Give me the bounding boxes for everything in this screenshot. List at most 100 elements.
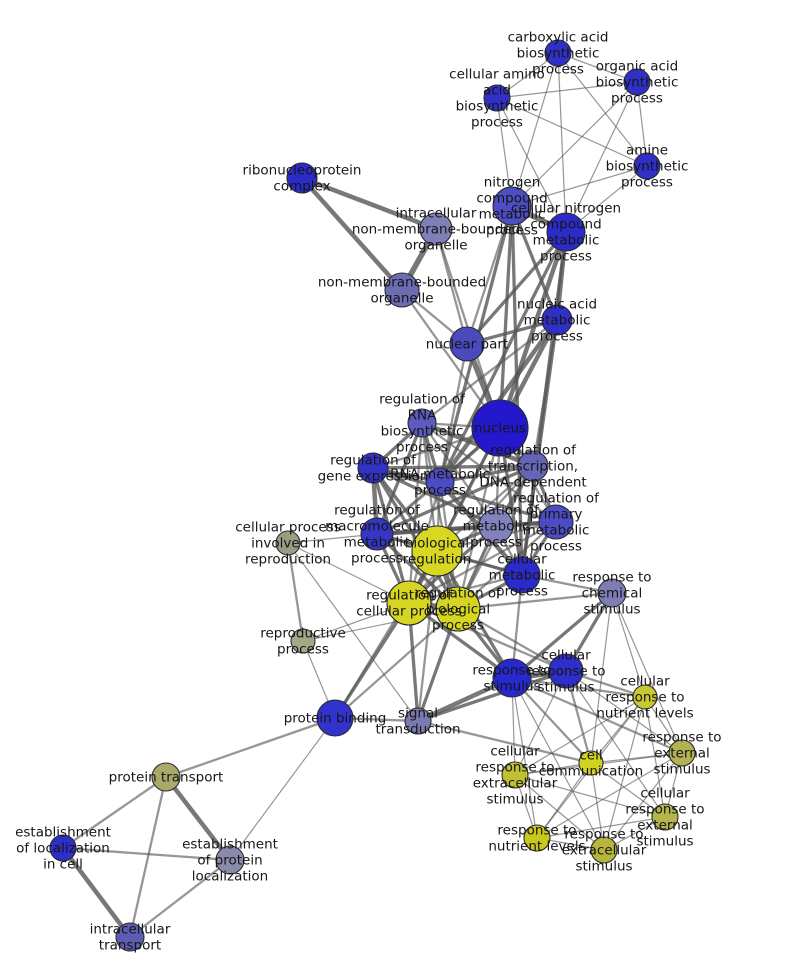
node-nuclear-part[interactable] bbox=[449, 326, 485, 362]
node-cellular-nitrogen-compound-metabolic-process[interactable] bbox=[546, 212, 586, 252]
edge-protein-transport--establishment-of-protein-localization bbox=[163, 774, 233, 863]
node-carboxylic-acid-biosynthetic-process[interactable] bbox=[544, 39, 572, 67]
edge-regulation-of-gene-expression--regulation-of-transcription-dna-dependent bbox=[371, 464, 535, 470]
node-regulation-of-rna-biosynthetic-process[interactable] bbox=[407, 408, 437, 438]
edge-protein-transport--intracellular-transport bbox=[128, 775, 168, 939]
edge-cellular-process-involved-in-reproduction--reproductive-process bbox=[286, 541, 305, 643]
node-cell-communication[interactable] bbox=[578, 750, 604, 776]
node-cellular-response-to-stimulus[interactable] bbox=[548, 653, 584, 689]
node-response-to-extracellular-stimulus[interactable] bbox=[590, 836, 618, 864]
node-establishment-of-localization-in-cell[interactable] bbox=[49, 834, 77, 862]
node-organic-acid-biosynthetic-process[interactable] bbox=[623, 68, 651, 96]
node-nucleic-acid-metabolic-process[interactable] bbox=[541, 304, 573, 336]
edge-regulation-of-rna-biosynthetic-process--regulation-of-cellular-process bbox=[407, 421, 424, 605]
edge-regulation-of-transcription-dna-dependent--regulation-of-macromolecule-metabolic-process bbox=[375, 464, 535, 536]
edge-cell-communication--response-to-nutrient-levels bbox=[536, 762, 592, 839]
edge-response-to-nutrient-levels--cellular-response-to-external-stimulus bbox=[536, 816, 666, 839]
node-signal-transduction[interactable] bbox=[404, 707, 432, 735]
edge-ribonucleoprotein-complex--intracellular-non-membrane-bounded-organelle bbox=[299, 175, 439, 232]
edge-response-to-stimulus--response-to-nutrient-levels bbox=[511, 677, 538, 839]
edge-cellular-response-to-stimulus--response-to-external-stimulus bbox=[565, 670, 683, 754]
node-reproductive-process[interactable] bbox=[290, 628, 316, 654]
node-regulation-of-macromolecule-metabolic-process[interactable] bbox=[360, 517, 394, 551]
edge-signal-transduction--cell-communication bbox=[416, 719, 593, 765]
edge-organic-acid-biosynthetic-process--cellular-nitrogen-compound-metabolic-process bbox=[565, 81, 638, 233]
node-rna-metabolic-process[interactable] bbox=[425, 467, 455, 497]
edge-rna-metabolic-process--regulation-of-transcription-dna-dependent bbox=[438, 464, 535, 484]
node-cellular-process-involved-in-reproduction[interactable] bbox=[275, 530, 301, 556]
edge-carboxylic-acid-biosynthetic-process--cellular-nitrogen-compound-metabolic-process bbox=[557, 52, 567, 233]
edge-establishment-of-protein-localization--intracellular-transport bbox=[128, 858, 232, 939]
edge-response-to-chemical-stimulus--response-to-external-stimulus bbox=[611, 592, 683, 754]
edge-cellular-response-to-nutrient-levels--response-to-extracellular-stimulus bbox=[603, 696, 646, 851]
node-intracellular-non-membrane-bounded-organelle[interactable] bbox=[419, 212, 453, 246]
node-non-membrane-bounded-organelle[interactable] bbox=[384, 272, 420, 308]
edge-establishment-of-localization-in-cell--intracellular-transport bbox=[60, 845, 133, 940]
edge-carboxylic-acid-biosynthetic-process--amine-biosynthetic-process bbox=[557, 52, 648, 167]
edge-cellular-amino-acid-biosynthetic-process--cellular-nitrogen-compound-metabolic-process bbox=[496, 97, 567, 233]
node-biological-regulation[interactable] bbox=[411, 525, 463, 577]
edge-response-to-external-stimulus--response-to-nutrient-levels bbox=[536, 752, 683, 839]
edge-cellular-amino-acid-biosynthetic-process--amine-biosynthetic-process bbox=[496, 97, 648, 167]
node-response-to-chemical-stimulus[interactable] bbox=[597, 578, 627, 608]
labels-layer: carboxylic acid biosynthetic processcellul… bbox=[15, 30, 722, 954]
node-regulation-of-gene-expression[interactable] bbox=[357, 452, 389, 484]
node-protein-binding[interactable] bbox=[316, 699, 354, 737]
node-cellular-response-to-extracellular-stimulus[interactable] bbox=[501, 761, 529, 789]
edge-nucleic-acid-metabolic-process--regulation-of-rna-biosynthetic-process bbox=[420, 318, 559, 425]
node-cellular-response-to-nutrient-levels[interactable] bbox=[632, 684, 658, 710]
edge-organic-acid-biosynthetic-process--nitrogen-compound-metabolic-process bbox=[511, 81, 638, 207]
node-response-to-stimulus[interactable] bbox=[492, 658, 532, 698]
edge-cellular-nitrogen-compound-metabolic-process--nucleus bbox=[497, 229, 569, 431]
edge-cellular-response-to-nutrient-levels--cellular-response-to-extracellular-stimulus bbox=[514, 696, 646, 776]
edge-response-to-chemical-stimulus--cell-communication bbox=[590, 592, 613, 764]
node-regulation-of-biological-process[interactable] bbox=[435, 586, 481, 632]
nodes-layer bbox=[49, 39, 696, 952]
edge-nitrogen-compound-metabolic-process--nucleus bbox=[498, 204, 514, 430]
node-regulation-of-transcription-dna-dependent[interactable] bbox=[517, 450, 549, 482]
edge-organic-acid-biosynthetic-process--amine-biosynthetic-process bbox=[636, 81, 648, 167]
edge-protein-binding--protein-transport bbox=[164, 716, 337, 779]
node-amine-biosynthetic-process[interactable] bbox=[633, 152, 661, 180]
node-response-to-external-stimulus[interactable] bbox=[668, 739, 696, 767]
node-intracellular-transport[interactable] bbox=[115, 922, 145, 952]
edge-amine-biosynthetic-process--nitrogen-compound-metabolic-process bbox=[511, 165, 648, 207]
edge-regulation-of-biological-process--protein-binding bbox=[333, 607, 460, 720]
node-nucleus[interactable] bbox=[471, 399, 529, 457]
edge-regulation-of-cellular-process--cellular-response-to-stimulus bbox=[407, 601, 568, 673]
edge-nitrogen-compound-metabolic-process--cellular-metabolic-process bbox=[510, 204, 524, 577]
edge-regulation-of-biological-process--reproductive-process bbox=[302, 608, 459, 642]
edge-cellular-amino-acid-biosynthetic-process--organic-acid-biosynthetic-process bbox=[496, 81, 638, 99]
node-protein-transport[interactable] bbox=[151, 762, 181, 792]
edge-cellular-response-to-stimulus--cellular-response-to-external-stimulus bbox=[565, 670, 666, 818]
node-regulation-of-primary-metabolic-process[interactable] bbox=[538, 504, 574, 540]
edge-nuclear-part--cellular-nitrogen-compound-metabolic-process bbox=[465, 230, 568, 346]
edge-protein-transport--establishment-of-localization-in-cell bbox=[61, 775, 168, 850]
node-response-to-nutrient-levels[interactable] bbox=[523, 824, 551, 852]
edge-cellular-response-to-extracellular-stimulus--cellular-response-to-external-stimulus bbox=[514, 774, 666, 818]
edge-cellular-nitrogen-compound-metabolic-process--cellular-metabolic-process bbox=[520, 230, 568, 577]
edge-establishment-of-localization-in-cell--establishment-of-protein-localization bbox=[61, 846, 232, 862]
edge-carboxylic-acid-biosynthetic-process--nitrogen-compound-metabolic-process bbox=[511, 52, 559, 207]
node-establishment-of-protein-localization[interactable] bbox=[215, 845, 245, 875]
node-cellular-amino-acid-biosynthetic-process[interactable] bbox=[483, 84, 511, 112]
node-cellular-metabolic-process[interactable] bbox=[503, 556, 541, 594]
node-cellular-response-to-external-stimulus[interactable] bbox=[651, 803, 679, 831]
edge-protein-binding--establishment-of-protein-localization bbox=[229, 717, 336, 861]
edge-ribonucleoprotein-complex--non-membrane-bounded-organelle bbox=[299, 175, 405, 293]
edge-response-to-stimulus--response-to-chemical-stimulus bbox=[510, 591, 614, 680]
node-ribonucleoprotein-complex[interactable] bbox=[286, 162, 318, 194]
node-regulation-of-metabolic-process[interactable] bbox=[478, 508, 514, 544]
node-regulation-of-cellular-process[interactable] bbox=[386, 580, 432, 626]
edge-nucleic-acid-metabolic-process--nitrogen-compound-metabolic-process bbox=[510, 204, 559, 322]
edge-regulation-of-biological-process--response-to-chemical-stimulus bbox=[456, 591, 614, 611]
edges-layer bbox=[60, 52, 684, 940]
node-nitrogen-compound-metabolic-process[interactable] bbox=[492, 186, 532, 226]
edge-carboxylic-acid-biosynthetic-process--organic-acid-biosynthetic-process bbox=[557, 52, 638, 83]
edge-cell-communication--response-to-extracellular-stimulus bbox=[590, 762, 605, 851]
edge-signal-transduction--cellular-process-involved-in-reproduction bbox=[287, 542, 419, 722]
edge-regulation-of-transcription-dna-dependent--regulation-of-cellular-process bbox=[407, 464, 535, 605]
edge-response-to-stimulus--response-to-extracellular-stimulus bbox=[511, 677, 605, 851]
